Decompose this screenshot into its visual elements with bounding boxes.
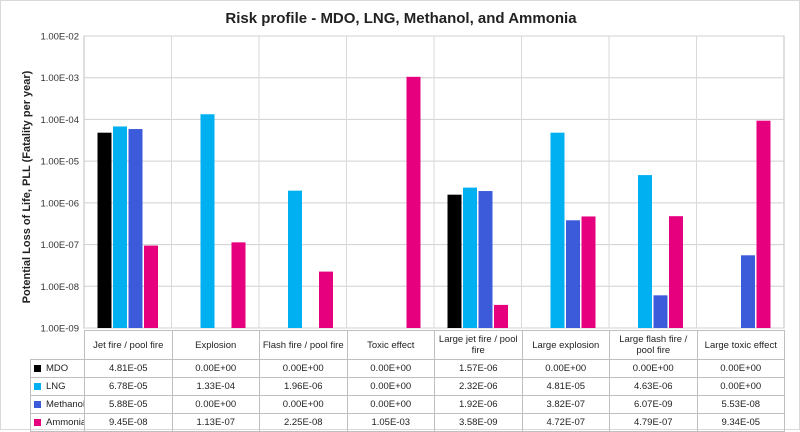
table-row: LNG 6.78E-05 1.33E-04 1.96E-06 0.00E+00 2.32E…	[30, 377, 785, 396]
data-label: 5.88E-05	[84, 395, 173, 414]
data-label: 0.00E+00	[171, 359, 260, 378]
data-label: 6.78E-05	[84, 377, 173, 396]
bar-ammonia-1	[144, 245, 158, 328]
bar-ammonia-7	[669, 216, 683, 328]
table-header-row: Jet fire / pool fire Explosion Flash fire …	[30, 330, 785, 360]
bar-mdo-1	[97, 132, 112, 328]
data-label: 0.00E+00	[696, 377, 785, 396]
data-label: 2.32E-06	[434, 377, 523, 396]
legend-key	[34, 401, 41, 408]
y-tick-label: 1.00E-02	[40, 32, 79, 43]
bar-lng-3	[288, 190, 302, 328]
legend-entry: Methanol	[30, 395, 85, 414]
data-table: Jet fire / pool fire Explosion Flash fire …	[30, 330, 785, 432]
data-label: 0.00E+00	[346, 359, 435, 378]
bar-methanol-5	[478, 191, 493, 328]
bar-lng-6	[550, 132, 565, 328]
data-label: 4.72E-07	[521, 413, 610, 432]
y-axis-ticks: 1.00E-02 1.00E-03 1.00E-04 1.00E-05 1.00E-06…	[40, 32, 79, 335]
data-label: 1.96E-06	[259, 377, 348, 396]
data-label: 3.82E-07	[521, 395, 610, 414]
legend-entry: MDO	[30, 359, 85, 378]
category-label: Large explosion	[521, 330, 610, 360]
data-label: 1.92E-06	[434, 395, 523, 414]
data-label: 4.81E-05	[84, 359, 173, 378]
data-label: 0.00E+00	[171, 395, 260, 414]
legend-label: LNG	[46, 381, 66, 392]
table-row: Methanol 5.88E-05 0.00E+00 0.00E+00 0.00E+00…	[30, 395, 785, 414]
table-row: Ammonia 9.45E-08 1.13E-07 2.25E-08 1.05E-03 3…	[30, 413, 785, 432]
legend-label: Ammonia	[46, 417, 85, 428]
data-label: 0.00E+00	[696, 359, 785, 378]
bar-mdo-5	[447, 194, 462, 328]
legend-label: MDO	[46, 363, 69, 374]
data-label: 4.81E-05	[521, 377, 610, 396]
bar-ammonia-2	[231, 242, 246, 328]
category-label: Explosion	[171, 330, 260, 360]
data-label: 2.25E-08	[259, 413, 348, 432]
data-label: 6.07E-09	[609, 395, 698, 414]
category-label: Large toxic effect	[696, 330, 785, 360]
bar-lng-1	[113, 126, 127, 328]
data-label: 9.45E-08	[84, 413, 173, 432]
data-label: 1.33E-04	[171, 377, 260, 396]
bars	[97, 76, 771, 329]
data-label: 4.79E-07	[609, 413, 698, 432]
table-row: MDO 4.81E-05 0.00E+00 0.00E+00 0.00E+00 1.57E…	[30, 359, 785, 378]
legend-key	[34, 365, 41, 372]
bar-ammonia-8	[756, 120, 771, 328]
legend-label: Methanol	[46, 399, 85, 410]
data-label: 1.57E-06	[434, 359, 523, 378]
bar-ammonia-4	[406, 76, 421, 329]
bar-lng-7	[638, 175, 652, 328]
data-label: 1.05E-03	[346, 413, 435, 432]
legend-entry: LNG	[30, 377, 85, 396]
y-tick-label: 1.00E-04	[40, 115, 79, 126]
category-label: Jet fire / pool fire	[84, 330, 173, 360]
data-label: 9.34E-05	[696, 413, 785, 432]
legend-key	[34, 383, 41, 390]
category-label: Large jet fire / pool fire	[434, 330, 523, 360]
y-tick-label: 1.00E-09	[40, 324, 79, 335]
data-label: 1.13E-07	[171, 413, 260, 432]
data-label: 0.00E+00	[259, 359, 348, 378]
bar-methanol-6	[566, 220, 580, 328]
category-label: Flash fire / pool fire	[259, 330, 348, 360]
data-label: 0.00E+00	[259, 395, 348, 414]
bar-ammonia-3	[319, 271, 333, 328]
bar-lng-5	[463, 187, 477, 328]
y-tick-label: 1.00E-08	[40, 282, 79, 293]
data-label: 3.58E-09	[434, 413, 523, 432]
y-tick-label: 1.00E-05	[40, 157, 79, 168]
category-label: Toxic effect	[346, 330, 435, 360]
data-label: 4.63E-06	[609, 377, 698, 396]
legend-key	[34, 419, 41, 426]
category-label: Large flash fire / pool fire	[609, 330, 698, 360]
y-tick-label: 1.00E-07	[40, 240, 79, 251]
data-label: 0.00E+00	[609, 359, 698, 378]
chart-title: Risk profile - MDO, LNG, Methanol, and A…	[225, 10, 577, 27]
bar-ammonia-6	[581, 216, 596, 328]
bar-methanol-8	[741, 255, 755, 328]
legend-entry: Ammonia	[30, 413, 85, 432]
y-tick-label: 1.00E-06	[40, 198, 79, 209]
data-label: 0.00E+00	[521, 359, 610, 378]
y-tick-label: 1.00E-03	[40, 73, 79, 84]
bar-ammonia-5	[494, 304, 508, 328]
data-label: 5.53E-08	[696, 395, 785, 414]
bar-methanol-1	[128, 129, 143, 328]
bar-methanol-7	[653, 295, 668, 328]
table-corner-cell	[30, 330, 85, 360]
bar-lng-2	[200, 114, 215, 328]
data-label: 0.00E+00	[346, 377, 435, 396]
data-label: 0.00E+00	[346, 395, 435, 414]
